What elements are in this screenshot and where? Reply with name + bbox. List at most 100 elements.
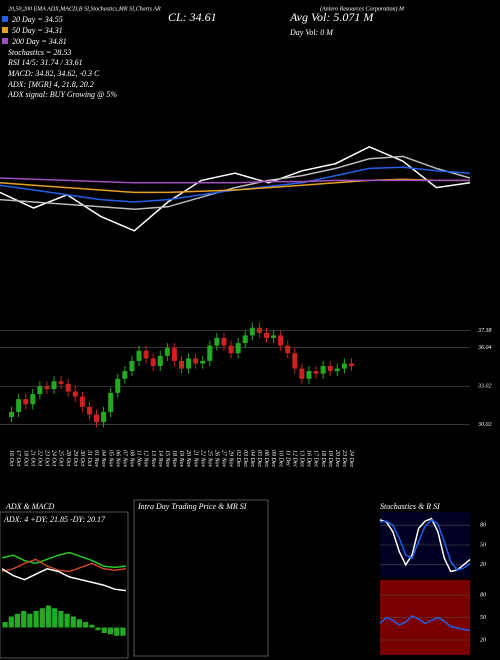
candle-body: [150, 358, 156, 367]
candle-body: [186, 358, 192, 369]
y-tick-label: 33.02: [477, 384, 492, 390]
x-tick-label: 19 Nov: [178, 450, 184, 468]
candle-body: [129, 360, 135, 372]
bar: [2, 622, 8, 628]
candle-body: [278, 335, 284, 346]
x-tick-label: 18 Nov: [171, 450, 177, 468]
series-line: [379, 615, 471, 632]
candle-body: [179, 360, 184, 369]
ma50: 50 Day = 34.31: [12, 26, 63, 35]
x-tick-label: 04 Nov: [100, 450, 107, 468]
bar: [21, 611, 27, 628]
candle-body: [221, 337, 227, 346]
bar: [83, 622, 89, 628]
candle-body: [58, 381, 64, 384]
macd: MACD: 34.82, 34.62, -0.3 C: [7, 69, 100, 78]
bar: [101, 627, 107, 633]
candle-body: [256, 327, 262, 333]
ma20: 20 Day = 34.55: [12, 15, 63, 24]
candle-body: [327, 366, 333, 372]
x-tick-label: 22 Nov: [199, 450, 205, 468]
bar: [14, 613, 21, 628]
x-tick-label: 25 Nov: [206, 450, 212, 468]
x-tick-label: 17 Dec: [313, 450, 319, 467]
x-tick-label: 07 Nov: [121, 450, 127, 468]
x-tick-label: 09 Dec: [270, 450, 276, 467]
candle-body: [122, 371, 128, 379]
x-tick-label: 16 Dec: [306, 450, 312, 467]
candle-body: [200, 360, 206, 364]
y-tick-label: 36.04: [477, 344, 492, 351]
panel-frame: [133, 499, 269, 657]
legend-swatch: [2, 38, 8, 44]
candle-body: [306, 371, 312, 379]
candle-body: [86, 406, 92, 415]
x-tick-label: 28 Oct: [65, 450, 71, 466]
bar: [39, 608, 45, 628]
candle-body: [164, 348, 170, 356]
x-tick-label: 30 Oct: [79, 449, 85, 466]
panel-title: Intra Day Trading Price & MR SI: [137, 502, 247, 511]
series-line: [379, 518, 471, 571]
bar: [33, 611, 39, 628]
x-tick-label: 25 Oct: [58, 450, 64, 466]
x-tick-label: 01 Nov: [93, 450, 99, 468]
series-line: [0, 177, 470, 184]
adx: ADX: [MGR] 4, 21.8, 20.2: [7, 80, 94, 89]
series-line: [0, 145, 471, 232]
x-tick-label: 12 Dec: [291, 450, 297, 467]
x-tick-label: 10 Dec: [277, 450, 283, 467]
candle-body: [228, 345, 234, 354]
x-tick-label: 18 Dec: [320, 450, 326, 467]
bar: [8, 616, 14, 628]
bar: [107, 627, 114, 635]
panel-title: Stochastics & R SI: [380, 502, 440, 511]
series-line: [379, 517, 471, 573]
x-tick-label: 24 Dec: [348, 450, 355, 467]
y-tick-label: 80: [480, 592, 486, 598]
x-tick-label: 22 Oct: [36, 450, 42, 466]
bar: [76, 619, 83, 628]
y-tick-label: 37.38: [477, 328, 492, 334]
candle-body: [30, 394, 36, 405]
panel-title: ADX & MACD: [5, 502, 55, 511]
candle-body: [285, 345, 291, 354]
series-line: [1, 558, 127, 573]
ma200: 200 Day = 34.81: [12, 37, 67, 46]
candle-body: [207, 345, 213, 361]
candle-body: [136, 350, 142, 361]
candle-body: [44, 386, 50, 389]
x-tick-label: 27 Nov: [221, 450, 227, 468]
x-tick-label: 29 Oct: [72, 450, 78, 466]
y-tick-label: 50: [480, 542, 486, 548]
y-tick-label: 50: [480, 615, 486, 621]
candle-body: [171, 348, 177, 361]
bar: [64, 613, 70, 628]
day-vol: Day Vol: 0 M: [289, 28, 334, 37]
x-tick-label: 17 Oct: [15, 450, 21, 466]
candle-body: [193, 358, 199, 364]
indicators: 20,50,200 EMA ADX,MACD,B SI,Stochastics,…: [8, 6, 161, 12]
bar: [45, 605, 52, 628]
candle-body: [72, 391, 78, 397]
candle-body: [79, 396, 85, 407]
candle-body: [101, 411, 107, 423]
x-tick-label: 08 Nov: [129, 450, 135, 468]
candle-body: [115, 378, 121, 393]
y-tick-label: 30.02: [477, 422, 492, 428]
candle-body: [313, 371, 319, 374]
series-line: [1, 551, 127, 569]
x-tick-label: 04 Dec: [249, 450, 256, 467]
x-tick-label: 13 Dec: [299, 450, 305, 467]
x-tick-label: 05 Dec: [256, 450, 262, 467]
x-tick-label: 20 Dec: [334, 450, 340, 467]
x-tick-label: 26 Nov: [214, 450, 220, 468]
bar: [89, 624, 95, 628]
y-tick-label: 80: [480, 523, 486, 529]
candle-body: [263, 332, 269, 338]
candle-body: [37, 386, 43, 395]
x-tick-label: 05 Nov: [107, 450, 113, 468]
bar: [114, 627, 120, 636]
series-line: [0, 178, 470, 194]
